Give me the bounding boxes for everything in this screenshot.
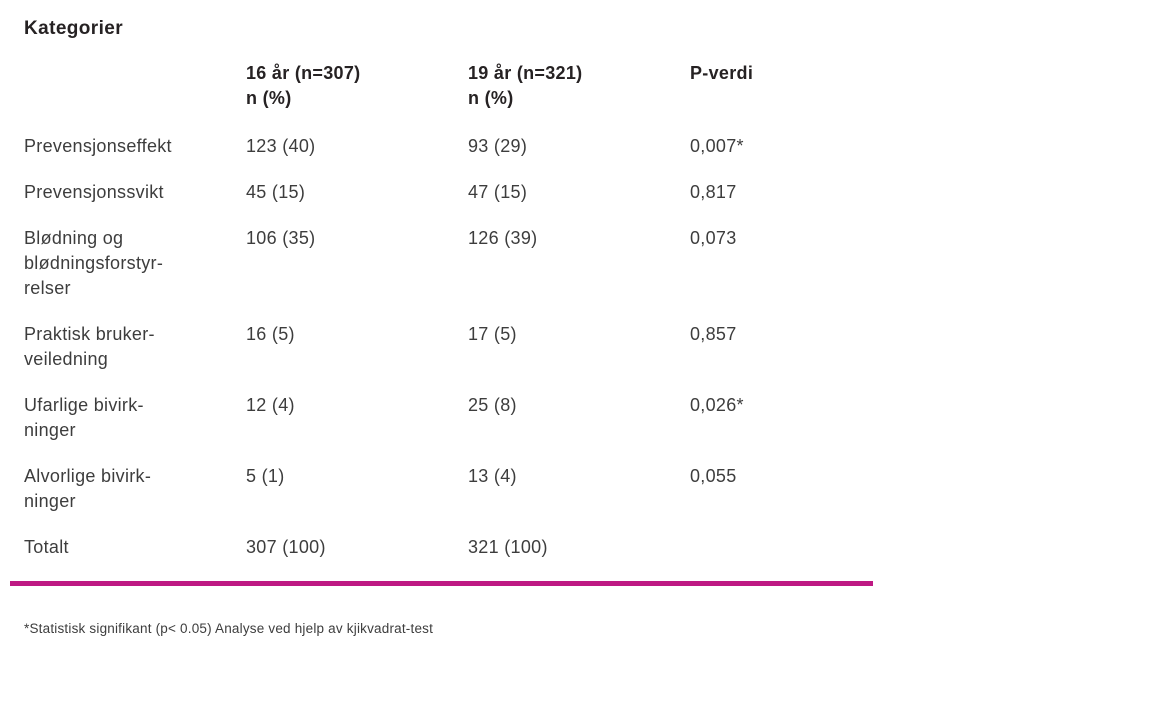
row-label: Praktisk bruker- veiledning xyxy=(24,324,155,369)
row-label: Blødning og blødningsforstyr- relser xyxy=(24,228,164,298)
value-16ar: 5 (1) xyxy=(246,466,285,486)
value-16ar: 12 (4) xyxy=(246,395,295,415)
table-row: Blødning og blødningsforstyr- relser 106… xyxy=(0,226,1152,301)
value-19ar: 17 (5) xyxy=(468,324,517,344)
p-value: 0,055 xyxy=(690,466,737,486)
value-19ar: 321 (100) xyxy=(468,537,548,557)
p-value: 0,073 xyxy=(690,228,737,248)
p-value: 0,817 xyxy=(690,182,737,202)
column-header-19ar: 19 år (n=321) n (%) xyxy=(468,63,583,108)
table-row: Prevensjonseffekt 123 (40) 93 (29) 0,007… xyxy=(0,134,1152,159)
column-header-16ar: 16 år (n=307) n (%) xyxy=(246,63,361,108)
value-19ar: 93 (29) xyxy=(468,136,528,156)
table-title: Kategorier xyxy=(24,18,124,39)
accent-rule xyxy=(10,581,873,586)
p-value: 0,857 xyxy=(690,324,737,344)
p-value: 0,007* xyxy=(690,136,744,156)
value-16ar: 307 (100) xyxy=(246,537,326,557)
value-19ar: 25 (8) xyxy=(468,395,517,415)
table-row: Alvorlige bivirk- ninger 5 (1) 13 (4) 0,… xyxy=(0,464,1152,514)
value-16ar: 123 (40) xyxy=(246,136,316,156)
value-16ar: 45 (15) xyxy=(246,182,306,202)
row-label: Totalt xyxy=(24,537,69,557)
row-label: Prevensjonssvikt xyxy=(24,182,164,202)
p-value xyxy=(690,535,1152,560)
value-16ar: 106 (35) xyxy=(246,228,316,248)
table-footnote: *Statistisk signifikant (p< 0.05) Analys… xyxy=(24,621,434,636)
table-row-total: Totalt 307 (100) 321 (100) xyxy=(0,535,1152,560)
row-label: Alvorlige bivirk- ninger xyxy=(24,466,152,511)
table-row: Prevensjonssvikt 45 (15) 47 (15) 0,817 xyxy=(0,180,1152,205)
table-header-row: 16 år (n=307) n (%) 19 år (n=321) n (%) … xyxy=(0,61,1152,111)
table-row: Ufarlige bivirk- ninger 12 (4) 25 (8) 0,… xyxy=(0,393,1152,443)
p-value: 0,026* xyxy=(690,395,744,415)
row-label: Prevensjonseffekt xyxy=(24,136,172,156)
value-16ar: 16 (5) xyxy=(246,324,295,344)
table-row: Praktisk bruker- veiledning 16 (5) 17 (5… xyxy=(0,322,1152,372)
column-header-empty xyxy=(24,61,246,111)
row-label: Ufarlige bivirk- ninger xyxy=(24,395,144,440)
value-19ar: 47 (15) xyxy=(468,182,528,202)
column-header-pverdi: P-verdi xyxy=(690,63,754,83)
value-19ar: 13 (4) xyxy=(468,466,517,486)
value-19ar: 126 (39) xyxy=(468,228,538,248)
